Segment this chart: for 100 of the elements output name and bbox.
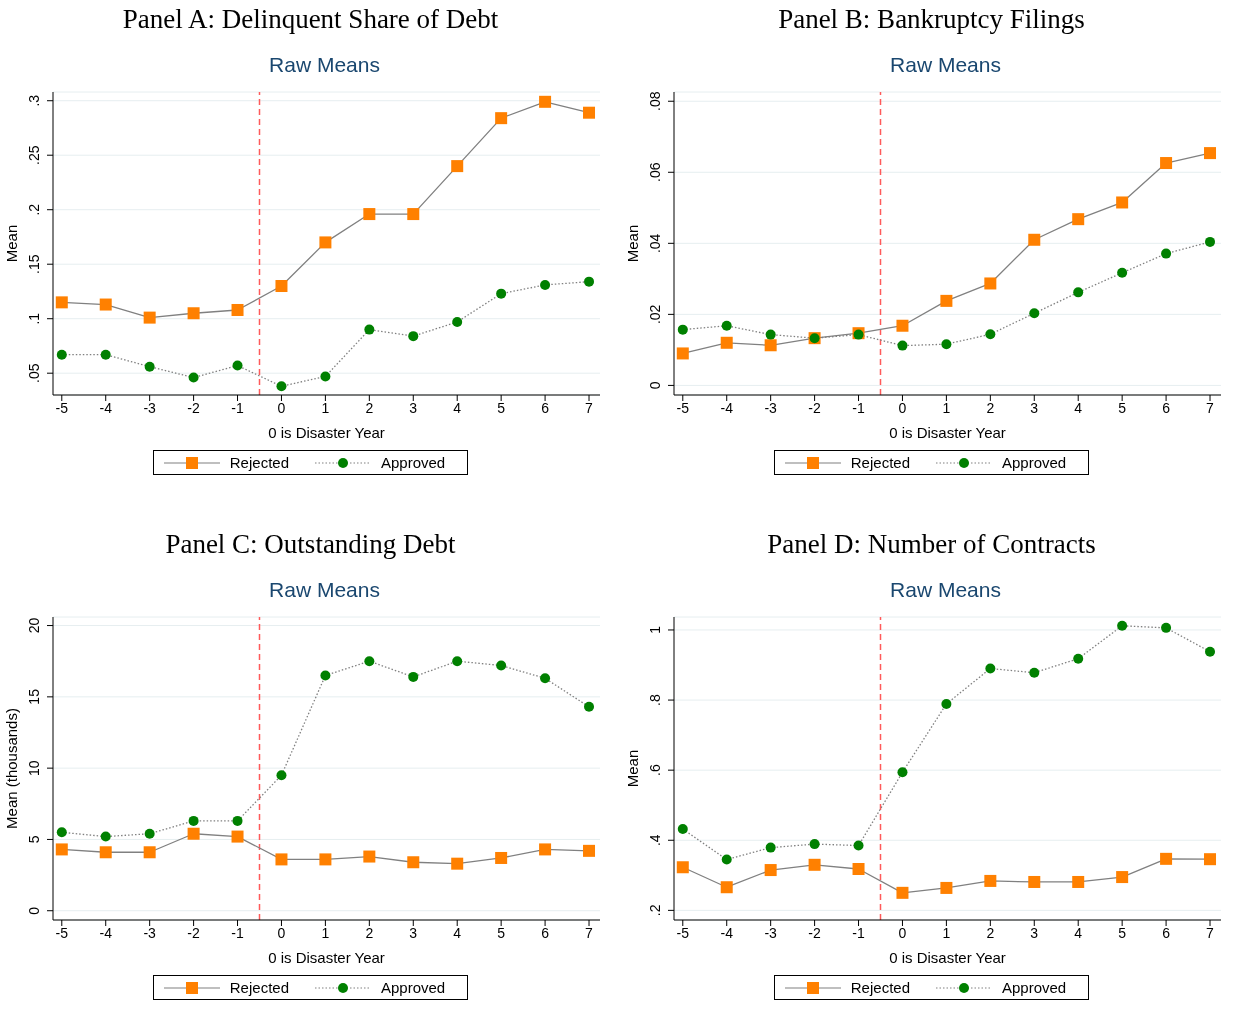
- point: [276, 770, 287, 781]
- y-tick-label: 15: [26, 688, 42, 705]
- x-axis-title: 0 is Disaster Year: [268, 949, 385, 966]
- y-tick-label: .25: [26, 145, 42, 165]
- point: [1160, 157, 1173, 170]
- point: [540, 279, 551, 290]
- point: [275, 280, 288, 293]
- x-tick-label: 4: [1074, 924, 1083, 941]
- y-tick-label: 10: [26, 760, 42, 776]
- point: [496, 288, 507, 299]
- y-tick-label: .15: [26, 254, 42, 274]
- point: [1117, 267, 1128, 278]
- y-tick-label: .08: [647, 91, 663, 111]
- chart-subtitle: Raw Means: [268, 577, 381, 603]
- point: [1072, 875, 1085, 888]
- point: [1205, 646, 1216, 657]
- point: [56, 349, 67, 360]
- point: [496, 660, 507, 671]
- point: [583, 106, 596, 119]
- x-tick-label: -1: [231, 399, 244, 416]
- x-tick-label: 0: [898, 399, 907, 416]
- x-tick-label: 1: [942, 924, 951, 941]
- point: [896, 886, 909, 899]
- x-tick-label: 0: [277, 924, 286, 941]
- x-tick-label: 5: [1118, 399, 1127, 416]
- y-tick-label: .8: [647, 694, 663, 706]
- point: [765, 842, 776, 853]
- point: [721, 320, 732, 331]
- chart-title: Panel A: Delinquent Share of Debt: [121, 3, 500, 36]
- point: [808, 858, 821, 871]
- x-tick-label: 2: [365, 924, 374, 941]
- x-tick-label: -4: [99, 399, 113, 416]
- point: [764, 864, 777, 877]
- point: [1161, 622, 1172, 633]
- point: [897, 340, 908, 351]
- y-axis-title: Mean (thousands): [3, 708, 20, 829]
- point: [1028, 233, 1041, 246]
- point: [1029, 308, 1040, 319]
- point: [985, 329, 996, 340]
- y-axis-title: Mean: [624, 224, 641, 263]
- point: [720, 881, 733, 894]
- x-tick-label: -1: [852, 399, 865, 416]
- x-tick-label: -5: [676, 399, 690, 416]
- x-tick-label: 3: [409, 924, 418, 941]
- x-tick-label: 3: [409, 399, 418, 416]
- x-tick-label: 1: [321, 399, 330, 416]
- chart-subtitle: Raw Means: [889, 577, 1002, 603]
- y-tick-label: .6: [647, 764, 663, 777]
- point: [720, 336, 733, 349]
- point: [852, 863, 865, 875]
- x-tick-label: 6: [1162, 924, 1171, 941]
- x-tick-label: -4: [720, 924, 734, 941]
- point: [584, 276, 595, 287]
- point: [897, 767, 908, 778]
- point: [231, 830, 244, 843]
- legend-label: Rejected: [229, 979, 289, 996]
- legend-label: Approved: [1001, 454, 1067, 471]
- point: [100, 349, 111, 360]
- point: [1116, 871, 1129, 884]
- x-tick-label: 1: [942, 399, 951, 416]
- x-tick-label: 0: [277, 399, 286, 416]
- x-axis-title: 0 is Disaster Year: [889, 424, 1006, 441]
- point: [1204, 853, 1217, 866]
- point: [363, 850, 376, 863]
- point: [940, 881, 953, 894]
- x-tick-label: -5: [55, 399, 69, 416]
- point: [407, 856, 420, 869]
- x-tick-label: 3: [1030, 399, 1039, 416]
- x-tick-label: 4: [453, 924, 462, 941]
- x-tick-label: -1: [231, 924, 244, 941]
- y-axis-title: Mean: [624, 749, 641, 788]
- legend-label: Approved: [380, 454, 446, 471]
- point: [188, 372, 199, 383]
- y-tick-label: .06: [647, 162, 663, 183]
- point: [539, 843, 552, 856]
- point: [1117, 620, 1128, 631]
- point: [187, 307, 200, 320]
- x-tick-label: -5: [55, 924, 69, 941]
- x-tick-label: 3: [1030, 924, 1039, 941]
- x-tick-label: -2: [187, 399, 201, 416]
- point: [1073, 287, 1084, 298]
- legend-label: Rejected: [850, 979, 910, 996]
- x-tick-label: -5: [676, 924, 690, 941]
- x-tick-label: -1: [852, 924, 865, 941]
- point: [320, 371, 331, 382]
- point: [765, 329, 776, 340]
- x-tick-label: 5: [1118, 924, 1127, 941]
- point: [231, 303, 244, 316]
- point: [584, 701, 595, 712]
- point: [809, 839, 820, 850]
- y-tick-label: .05: [26, 363, 42, 383]
- y-tick-label: 5: [26, 835, 42, 844]
- y-tick-label: 0: [647, 381, 663, 390]
- x-tick-label: -2: [187, 924, 201, 941]
- point: [55, 843, 68, 856]
- point: [99, 298, 112, 311]
- point: [583, 844, 596, 857]
- point: [451, 160, 464, 173]
- x-axis-title: 0 is Disaster Year: [268, 424, 385, 441]
- y-tick-label: .02: [647, 304, 663, 325]
